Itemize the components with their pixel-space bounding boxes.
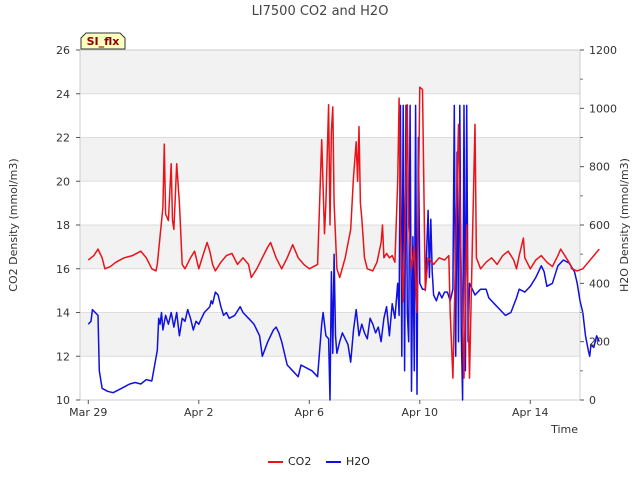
right-tick-label: 1000 <box>589 102 617 115</box>
left-tick-label: 14 <box>56 307 70 320</box>
site-badge: SI_flx <box>80 32 126 50</box>
x-tick-label: Apr 14 <box>512 406 549 419</box>
right-tick-label: 1200 <box>589 44 617 57</box>
left-tick-label: 10 <box>56 394 70 407</box>
x-axis: Mar 29 Apr 2 Apr 6 Apr 10 Apr 14 <box>69 400 549 419</box>
x-tick-label: Mar 29 <box>69 406 107 419</box>
right-tick-label: 0 <box>589 394 596 407</box>
plot-background-bands <box>80 50 580 357</box>
right-tick-label: 400 <box>589 277 610 290</box>
legend-label-co2: CO2 <box>288 455 311 468</box>
left-tick-label: 16 <box>56 263 70 276</box>
site-badge-label: SI_flx <box>87 35 120 48</box>
x-axis-label: Time <box>550 423 578 436</box>
series-line-co2 <box>87 86 600 379</box>
right-y-axis-label: H2O Density (mmol/m3) <box>618 158 631 292</box>
series-line-h2o <box>87 104 600 401</box>
left-tick-label: 22 <box>56 132 70 145</box>
legend: CO2 H2O <box>268 455 370 468</box>
x-tick-label: Apr 10 <box>402 406 439 419</box>
right-tick-label: 800 <box>589 161 610 174</box>
left-y-axis: 10 12 14 16 18 20 22 24 26 <box>56 44 80 407</box>
band <box>80 225 580 269</box>
series-layer <box>87 86 600 401</box>
x-tick-label: Apr 2 <box>184 406 214 419</box>
left-y-axis-label: CO2 Density (mmol/m3) <box>7 158 20 291</box>
chart-title: LI7500 CO2 and H2O <box>252 4 389 19</box>
left-tick-label: 26 <box>56 44 70 57</box>
site-badge-shape <box>80 32 126 50</box>
x-tick-label: Apr 6 <box>295 406 325 419</box>
right-tick-label: 200 <box>589 336 610 349</box>
left-tick-label: 18 <box>56 219 70 232</box>
left-tick-label: 12 <box>56 350 70 363</box>
legend-label-h2o: H2O <box>346 455 370 468</box>
right-tick-label: 600 <box>589 219 610 232</box>
left-tick-label: 24 <box>56 88 70 101</box>
right-y-axis: 0 200 400 600 800 1000 1200 <box>580 44 617 407</box>
left-tick-label: 20 <box>56 175 70 188</box>
band <box>80 50 580 94</box>
